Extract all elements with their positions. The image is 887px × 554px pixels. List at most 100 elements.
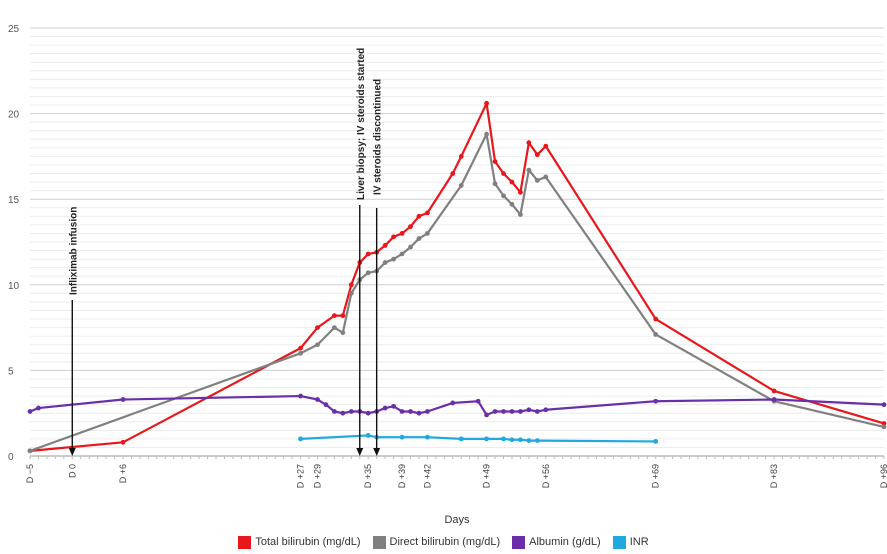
x-tick-label: D +96 xyxy=(879,464,887,488)
data-point xyxy=(653,439,659,444)
legend-swatch-direct-bilirubin xyxy=(372,535,386,549)
data-point xyxy=(526,167,532,173)
annotation-label: Infliximab infusion xyxy=(68,207,79,295)
y-tick-label: 10 xyxy=(8,281,20,292)
data-point xyxy=(501,171,506,176)
legend-label-inr: INR xyxy=(629,536,649,548)
x-tick-label: D +42 xyxy=(422,464,432,488)
data-point xyxy=(458,436,464,442)
x-axis-label: Days xyxy=(444,514,470,526)
x-tick-label: D +83 xyxy=(769,464,779,488)
legend-item-albumin: Albumin (g/dL) xyxy=(512,532,601,552)
data-point xyxy=(534,152,540,158)
legend-item-direct-bilirubin: Direct bilirubin (mg/dL) xyxy=(372,532,501,552)
data-point xyxy=(509,201,515,207)
data-point xyxy=(425,434,430,440)
data-point xyxy=(543,407,549,413)
data-point xyxy=(365,270,371,276)
data-point xyxy=(653,332,659,337)
legend-label-total-bilirubin: Total bilirubin (mg/dL) xyxy=(255,536,361,548)
data-point xyxy=(492,159,498,164)
data-point xyxy=(771,397,777,402)
data-point xyxy=(416,236,422,241)
data-point xyxy=(771,388,777,394)
data-point xyxy=(518,409,523,414)
data-point xyxy=(408,224,413,229)
legend-label-direct-bilirubin: Direct bilirubin (mg/dL) xyxy=(389,536,501,548)
data-point xyxy=(501,193,506,199)
line-chart: 0 5 10 15 20 25 D −5 D 0 D +6 D +27 D +29 D +35 D +3… xyxy=(8,24,887,526)
data-point xyxy=(492,409,498,414)
data-point xyxy=(509,409,515,414)
data-point xyxy=(526,438,532,443)
data-point xyxy=(331,313,337,319)
data-point xyxy=(27,409,33,414)
data-point xyxy=(36,405,41,411)
legend-swatch-inr xyxy=(612,535,626,549)
data-point xyxy=(27,448,33,454)
data-point xyxy=(391,403,396,409)
data-point xyxy=(501,436,506,442)
x-tick-label: D +6 xyxy=(118,464,128,483)
data-point xyxy=(365,433,371,438)
data-point xyxy=(518,212,523,218)
legend-item-total-bilirubin: Total bilirubin (mg/dL) xyxy=(238,532,361,552)
data-point xyxy=(340,313,346,319)
legend-label-albumin: Albumin (g/dL) xyxy=(529,536,601,548)
legend-swatch-albumin xyxy=(512,535,526,549)
data-point xyxy=(391,256,396,262)
annotation-arrow-head xyxy=(373,448,381,456)
data-point xyxy=(120,439,126,445)
data-point xyxy=(881,421,887,426)
data-point xyxy=(298,345,303,351)
data-point xyxy=(382,243,388,248)
x-tick-label: D +39 xyxy=(397,464,407,488)
y-tick-label: 25 xyxy=(8,24,20,35)
annotation-arrow-head xyxy=(68,448,76,456)
data-point xyxy=(484,100,489,106)
data-point xyxy=(881,424,887,430)
data-point xyxy=(509,179,515,185)
data-point xyxy=(382,260,388,265)
data-point xyxy=(298,393,303,399)
legend: Total bilirubin (mg/dL) Direct bilirubin… xyxy=(0,532,887,552)
data-point xyxy=(458,183,464,188)
data-point xyxy=(298,350,303,356)
data-point xyxy=(458,154,464,159)
data-point xyxy=(408,409,413,414)
data-point xyxy=(399,231,405,236)
data-point xyxy=(509,437,515,443)
data-point xyxy=(501,409,506,414)
data-point xyxy=(475,398,481,404)
x-tick-label: D +35 xyxy=(363,464,373,488)
data-point xyxy=(653,398,659,404)
data-point xyxy=(425,210,430,216)
x-tick-label: D +27 xyxy=(296,464,306,488)
legend-swatch-total-bilirubin xyxy=(238,535,252,549)
data-point xyxy=(315,397,320,402)
data-point xyxy=(450,400,456,406)
x-tick-label: D +49 xyxy=(482,464,492,488)
data-point xyxy=(484,131,489,137)
data-point xyxy=(653,316,659,322)
data-point xyxy=(399,409,405,414)
data-point xyxy=(416,213,422,219)
y-tick-label: 0 xyxy=(8,452,14,463)
x-tick-label: D +29 xyxy=(312,464,322,488)
data-point xyxy=(425,231,430,236)
data-point xyxy=(543,143,549,149)
data-point xyxy=(484,412,489,418)
annotation-label: Liver biopsy; IV steroids started xyxy=(356,48,367,200)
data-point xyxy=(348,282,354,288)
data-point xyxy=(382,405,388,411)
annotation-arrow-head xyxy=(356,448,364,456)
data-point xyxy=(331,325,337,330)
data-point xyxy=(315,342,320,348)
data-point xyxy=(425,409,430,414)
legend-item-inr: INR xyxy=(612,532,649,552)
data-point xyxy=(365,251,371,257)
data-point xyxy=(331,409,337,414)
data-point xyxy=(315,325,320,330)
data-point xyxy=(534,409,540,414)
